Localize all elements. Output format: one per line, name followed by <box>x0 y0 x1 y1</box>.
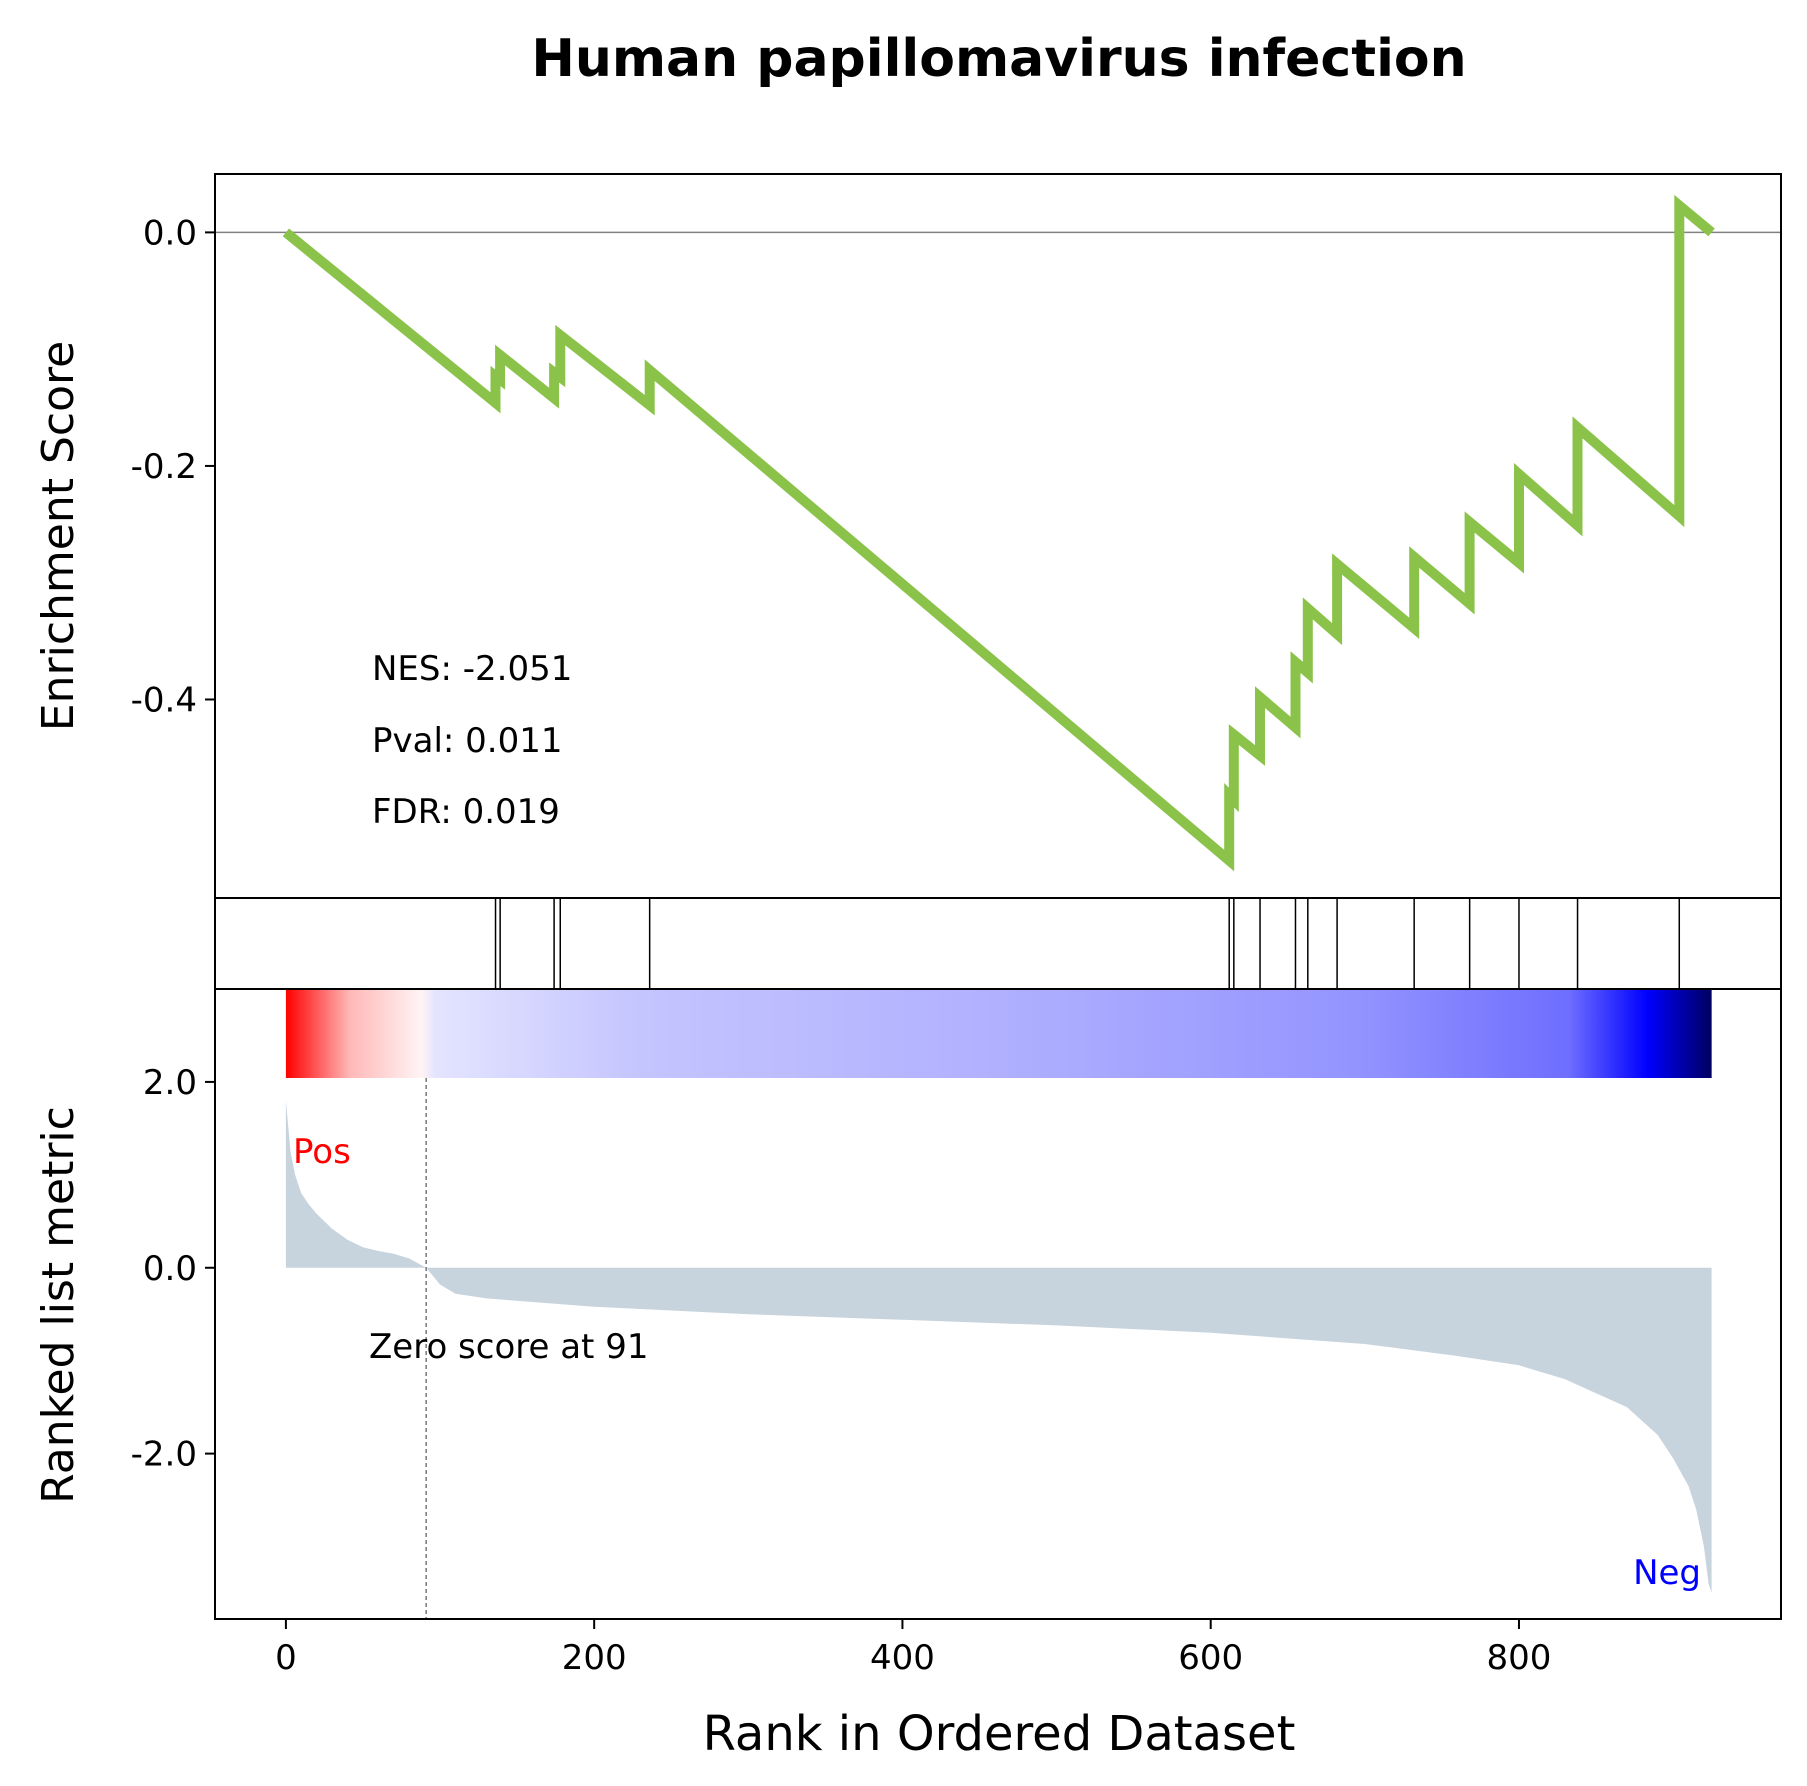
es-y-axis-label: Enrichment Score <box>33 341 84 731</box>
rank-color-bar <box>285 989 1712 1078</box>
x-tick-label: 600 <box>1178 1638 1243 1678</box>
es-y-tick-label: -0.2 <box>131 447 197 487</box>
es-y-tick-label: -0.4 <box>131 680 197 720</box>
ranked-metric-area <box>285 1100 1712 1593</box>
x-axis-label: Rank in Ordered Dataset <box>703 1706 1296 1762</box>
ranked-metric-panel: 2.0 0.0 -2.0 Zero score at 91 Pos Neg Rank… <box>33 988 1782 1620</box>
enrichment-score-panel: 0.0 -0.2 -0.4 NES: -2.051 Pval: 0.011 FDR:… <box>33 173 1782 899</box>
gene-hits-panel <box>214 897 1782 990</box>
hits-panel-frame <box>214 897 1782 990</box>
rank-y-tick-label: 0.0 <box>143 1249 197 1289</box>
pos-label: Pos <box>293 1132 351 1172</box>
es-y-ticks: 0.0 -0.2 -0.4 <box>131 213 215 720</box>
nes-label: NES: -2.051 <box>372 649 572 689</box>
rank-y-axis-label: Ranked list metric <box>33 1106 84 1504</box>
rank-panel-frame <box>214 988 1782 1620</box>
rank-y-tick-label: 2.0 <box>143 1063 197 1103</box>
x-tick-label: 400 <box>870 1638 935 1678</box>
x-tick-label: 800 <box>1487 1638 1552 1678</box>
x-tick-label: 200 <box>562 1638 627 1678</box>
chart-title: Human papillomavirus infection <box>531 29 1466 89</box>
x-axis: 0 200 400 600 800 <box>275 1619 1551 1678</box>
zero-score-label: Zero score at 91 <box>369 1327 648 1367</box>
es-y-tick-label: 0.0 <box>143 213 197 253</box>
rank-y-ticks: 2.0 0.0 -2.0 <box>131 1063 215 1475</box>
neg-label: Neg <box>1633 1553 1701 1593</box>
rank-y-tick-label: -2.0 <box>131 1435 197 1475</box>
x-tick-label: 0 <box>275 1638 297 1678</box>
es-panel-frame <box>214 173 1782 899</box>
fdr-label: FDR: 0.019 <box>372 792 560 832</box>
enrichment-score-line <box>282 194 1715 872</box>
pval-label: Pval: 0.011 <box>372 721 563 761</box>
